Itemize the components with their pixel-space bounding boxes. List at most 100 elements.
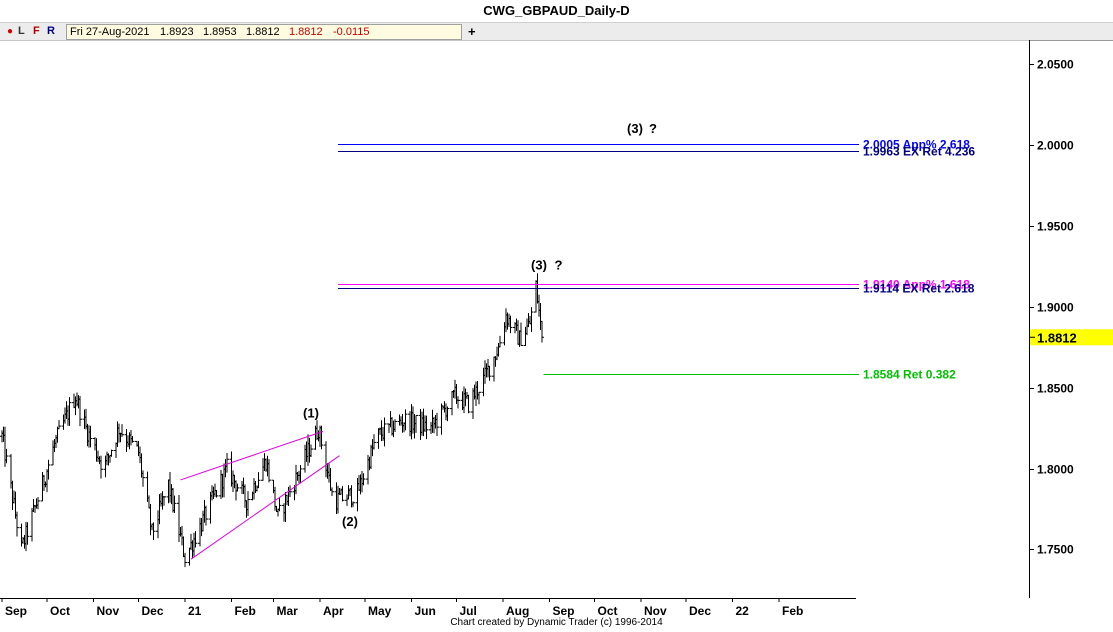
y-tick-label: 1.7500 xyxy=(1037,543,1074,557)
price-bar xyxy=(78,396,82,427)
price-bar xyxy=(204,505,208,526)
ratio-button[interactable]: R xyxy=(47,25,55,37)
wave-label: (1) xyxy=(303,406,319,421)
price-bar xyxy=(372,434,376,450)
price-bar xyxy=(330,487,334,497)
price-level-label: 1.9963 EX Ret 4.236 xyxy=(863,145,975,159)
price-bar xyxy=(246,491,250,516)
price-bar xyxy=(277,497,282,512)
x-tick-label: Feb xyxy=(782,604,803,618)
x-tick-label: Mar xyxy=(277,604,299,618)
x-tick-label: Aug xyxy=(506,604,529,618)
price-bar xyxy=(15,511,19,537)
x-tick-label: Oct xyxy=(50,604,70,618)
status-dot-icon: ● xyxy=(7,26,14,37)
price-bar xyxy=(99,455,103,479)
price-bar xyxy=(57,420,61,430)
last-price-box xyxy=(1030,329,1113,346)
price-bar xyxy=(267,459,271,483)
price-bar xyxy=(141,470,145,487)
wave-label: (2) xyxy=(342,514,358,529)
ohlc-readout: Fri 27-Aug-2021 1.8923 1.8953 1.8812 1.8… xyxy=(66,24,462,40)
y-tick-label: 1.9000 xyxy=(1037,301,1074,315)
price-bar xyxy=(151,522,156,540)
price-bar xyxy=(487,365,492,381)
price-bar xyxy=(477,391,481,405)
price-bar xyxy=(4,448,9,464)
x-tick-label: Dec xyxy=(142,604,164,618)
price-bar xyxy=(424,415,429,440)
x-tick-label: Sep xyxy=(553,604,575,618)
wave-label: ? xyxy=(649,121,657,136)
price-bar xyxy=(435,412,439,436)
add-indicator-button[interactable]: + xyxy=(468,24,476,39)
price-bar xyxy=(256,472,261,489)
wave-label: (3) xyxy=(531,258,547,273)
x-tick-label: Dec xyxy=(689,604,711,618)
x-tick-label: Jul xyxy=(460,604,477,618)
high-value: 1.8953 xyxy=(203,26,237,38)
price-bar xyxy=(130,436,135,443)
price-bar xyxy=(340,486,345,502)
y-tick-label: 2.0500 xyxy=(1037,58,1074,72)
price-bar xyxy=(382,417,387,447)
price-bar xyxy=(46,459,51,480)
price-bar xyxy=(235,483,240,492)
chart-overlays xyxy=(180,144,859,560)
price-bar xyxy=(148,503,153,536)
price-bar xyxy=(162,496,166,506)
open-value: 1.8923 xyxy=(160,26,194,38)
price-bar xyxy=(183,552,187,568)
x-tick-label: May xyxy=(368,604,392,618)
price-bar xyxy=(67,397,72,426)
price-bar xyxy=(456,396,460,409)
price-bar xyxy=(309,444,313,457)
price-bar xyxy=(540,320,544,343)
fib-button[interactable]: F xyxy=(33,25,40,37)
price-level-label: 1.9140 App% 1.618 xyxy=(863,278,970,292)
price-bar xyxy=(351,501,355,508)
y-tick-label: 1.8000 xyxy=(1037,463,1074,477)
price-bar xyxy=(529,307,534,332)
last-price-label: 1.8812 xyxy=(1037,330,1077,345)
wave-label: ? xyxy=(555,258,563,273)
price-bar xyxy=(225,452,229,473)
price-level-label: 1.8584 Ret 0.382 xyxy=(863,368,956,382)
channel-line xyxy=(190,455,340,560)
price-bar xyxy=(187,547,192,566)
chart-credit: Chart created by Dynamic Trader (c) 1996… xyxy=(450,617,663,628)
price-bar xyxy=(393,419,397,433)
x-tick-label: Feb xyxy=(235,604,256,618)
line-button[interactable]: L xyxy=(18,25,25,37)
price-bar xyxy=(193,531,198,548)
close-value: 1.8812 xyxy=(289,26,323,38)
price-bar xyxy=(109,449,114,457)
chart-title: CWG_GBPAUD_Daily-D xyxy=(0,0,1113,23)
price-level-label: 1.9114 EX Ret 2.618 xyxy=(863,282,975,296)
price-bar xyxy=(519,322,523,346)
ohlc-bars xyxy=(0,273,544,568)
price-bar xyxy=(25,522,30,545)
price-bar xyxy=(361,473,366,486)
x-tick-label: Apr xyxy=(323,604,344,618)
x-tick-label: Nov xyxy=(644,604,667,618)
price-bar xyxy=(30,507,34,542)
price-level-label: 2.0005 App% 2.618 xyxy=(863,138,970,152)
price-bar xyxy=(36,497,40,510)
y-tick-label: 2.0000 xyxy=(1037,139,1074,153)
low-value: 1.8812 xyxy=(246,26,280,38)
price-bar xyxy=(120,424,124,437)
price-bar xyxy=(172,495,177,514)
y-tick-label: 1.9500 xyxy=(1037,220,1074,234)
price-bar xyxy=(298,464,303,484)
x-tick-label: Jun xyxy=(415,604,436,618)
x-tick-label: Nov xyxy=(97,604,120,618)
x-tick-label: Oct xyxy=(598,604,618,618)
price-bar xyxy=(466,394,471,414)
x-tick-label: Sep xyxy=(5,604,27,618)
x-axis: Sep Oct Nov Dec 21 Feb Mar Apr May Jun Jul Aug Sep Oc… xyxy=(1,598,803,618)
price-bar xyxy=(498,335,502,348)
bar-date: Fri 27-Aug-2021 xyxy=(70,26,150,38)
